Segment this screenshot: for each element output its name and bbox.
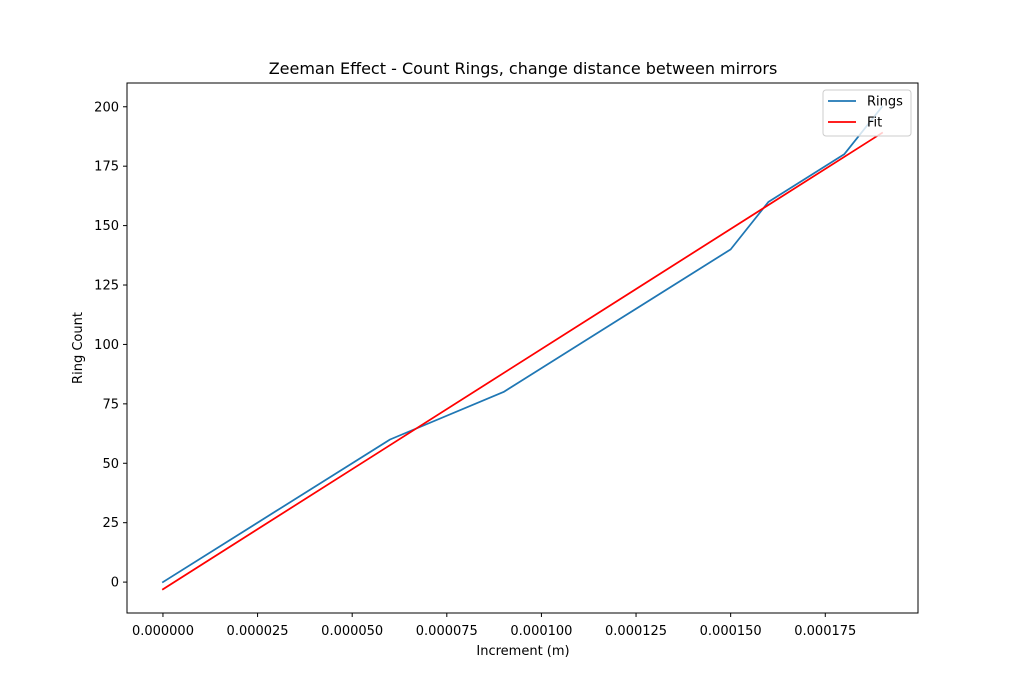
y-tick-label: 200 [94, 100, 119, 115]
y-tick-label: 75 [102, 397, 119, 412]
legend: Rings Fit [822, 89, 912, 137]
y-tick-label: 100 [94, 338, 119, 353]
y-tick-label: 150 [94, 219, 119, 234]
plot-frame [126, 82, 919, 614]
chart-title: Zeeman Effect - Count Rings, change dist… [269, 59, 778, 78]
x-tick-label: 0.000150 [700, 624, 762, 639]
y-tick-label: 175 [94, 160, 119, 175]
plot-area [127, 83, 918, 613]
x-axis: 0.000000 0.000025 0.000050 0.000075 0.000100… [132, 613, 856, 639]
x-tick-label: 0.000075 [416, 624, 478, 639]
series-line-rings [161, 105, 884, 584]
x-tick-label: 0.000100 [510, 624, 572, 639]
x-axis-label: Increment (m) [476, 644, 569, 659]
series-layer [161, 105, 884, 591]
x-tick-label: 0.000050 [321, 624, 383, 639]
y-tick-label: 0 [111, 576, 119, 591]
y-tick-label: 50 [102, 457, 119, 472]
x-tick-label: 0.000125 [605, 624, 667, 639]
legend-label: Fit [867, 116, 882, 131]
y-axis: 0 25 50 75 100 125 150 175 200 [94, 100, 127, 591]
x-tick-label: 0.000025 [227, 624, 289, 639]
y-tick-label: 25 [102, 516, 119, 531]
y-tick-label: 125 [94, 279, 119, 294]
legend-label: Rings [867, 95, 903, 110]
x-tick-label: 0.000175 [794, 624, 856, 639]
y-axis-label: Ring Count [71, 312, 86, 384]
x-tick-label: 0.000000 [132, 624, 194, 639]
series-line-fit [161, 131, 884, 591]
